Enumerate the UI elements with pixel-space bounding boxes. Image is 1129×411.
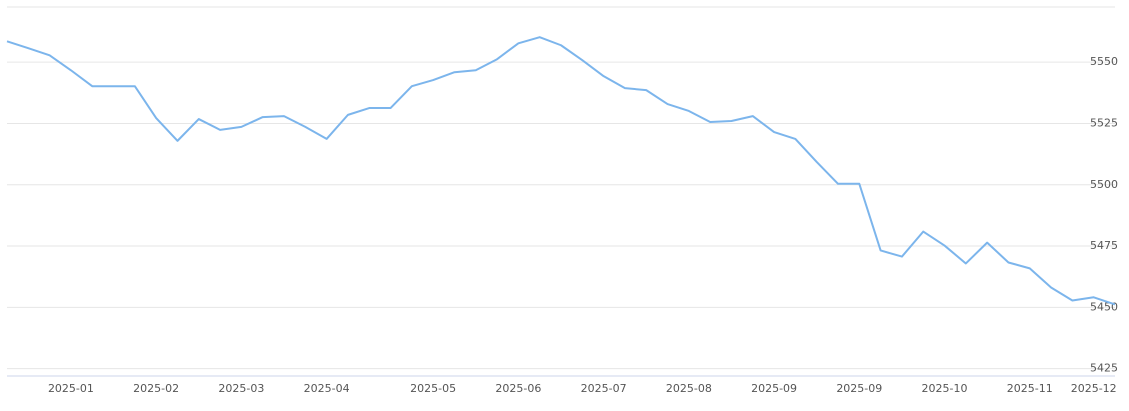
y-tick-label: 5475 bbox=[1090, 239, 1118, 252]
x-tick-label: 2025-10 bbox=[922, 382, 968, 395]
y-tick-label: 5525 bbox=[1090, 116, 1118, 129]
x-tick-label: 2025-08 bbox=[666, 382, 712, 395]
x-tick-label: 2025-12 bbox=[1071, 382, 1117, 395]
y-tick-label: 5450 bbox=[1090, 300, 1118, 313]
x-tick-label: 2025-02 bbox=[133, 382, 179, 395]
x-tick-label: 2025-05 bbox=[410, 382, 456, 395]
y-tick-label: 5425 bbox=[1090, 362, 1118, 375]
x-tick-label: 2025-09 bbox=[836, 382, 882, 395]
y-tick-label: 5550 bbox=[1090, 55, 1118, 68]
x-tick-label: 2025-07 bbox=[581, 382, 627, 395]
x-tick-label: 2025-11 bbox=[1007, 382, 1053, 395]
x-tick-label: 2025-03 bbox=[218, 382, 264, 395]
y-tick-label: 5500 bbox=[1090, 178, 1118, 191]
x-tick-label: 2025-01 bbox=[48, 382, 94, 395]
line-series bbox=[6, 36, 1116, 306]
x-tick-label: 2025-09 bbox=[751, 382, 797, 395]
x-tick-label: 2025-06 bbox=[495, 382, 541, 395]
x-tick-label: 2025-04 bbox=[304, 382, 350, 395]
